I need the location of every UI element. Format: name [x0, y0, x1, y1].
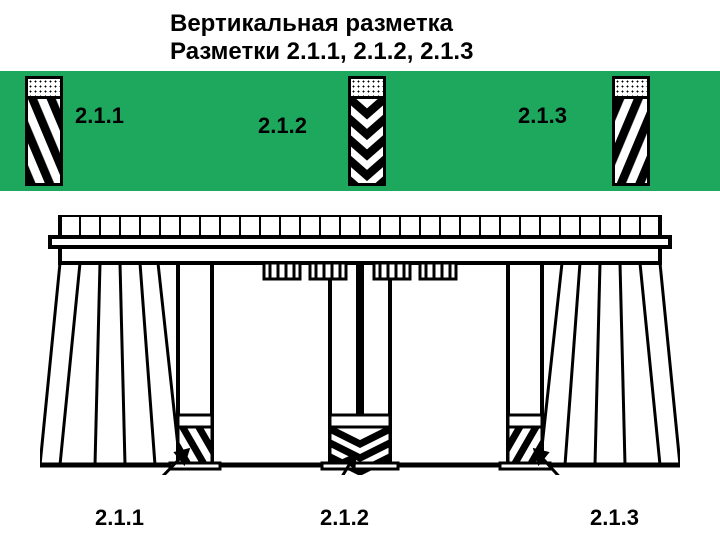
page-subtitle: Разметки 2.1.1, 2.1.2, 2.1.3	[0, 38, 720, 66]
green-band: 2.1.1 2.1.2 2.1.3	[0, 71, 720, 191]
marking-post-3	[612, 76, 650, 186]
marking-cap-3	[615, 79, 647, 99]
marking-cap-2	[351, 79, 383, 99]
bottom-label-3: 2.1.3	[590, 505, 639, 531]
bridge-svg	[40, 215, 680, 475]
marking-post-1	[25, 76, 63, 186]
marking-cap-1	[28, 79, 60, 99]
page-title: Вертикальная разметка	[0, 0, 720, 38]
marking-label-1: 2.1.1	[75, 103, 124, 129]
bottom-label-1: 2.1.1	[95, 505, 144, 531]
marking-post-2	[348, 76, 386, 186]
marking-pattern-diag-left	[28, 99, 60, 183]
marking-label-2: 2.1.2	[258, 113, 307, 139]
marking-label-3: 2.1.3	[518, 103, 567, 129]
bottom-label-2: 2.1.2	[320, 505, 369, 531]
marking-pattern-chevron	[351, 99, 383, 183]
bridge-diagram	[40, 215, 680, 475]
marking-pattern-diag-right	[615, 99, 647, 183]
